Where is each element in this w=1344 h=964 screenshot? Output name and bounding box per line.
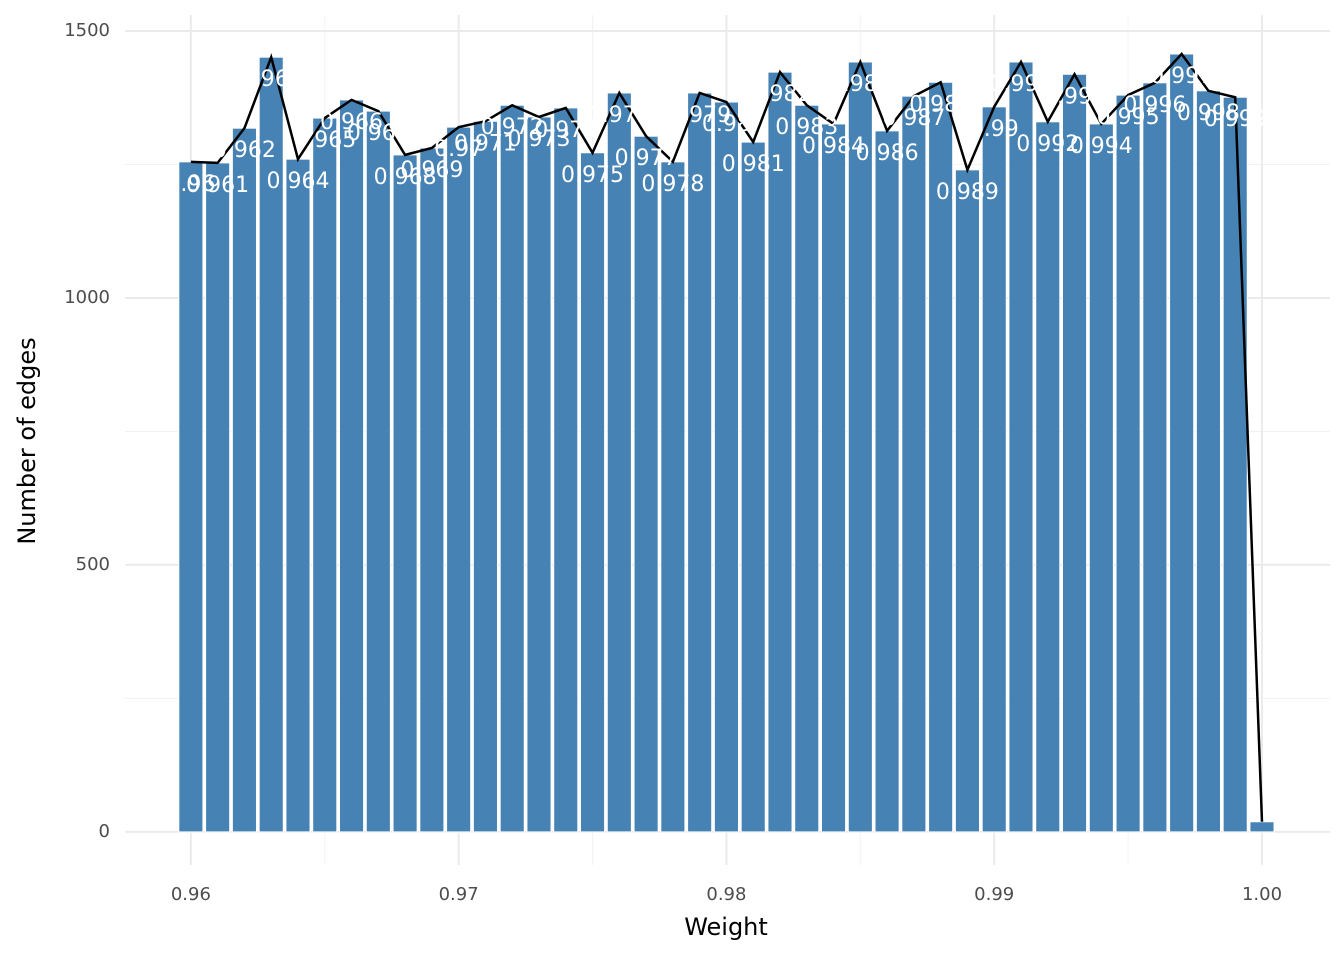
bar [794, 104, 820, 833]
bar [954, 169, 980, 833]
bar-label: 0.978 [641, 172, 704, 197]
bar-label: 0.985 [829, 72, 892, 97]
bar [231, 127, 257, 833]
bar-label: 0.966 [320, 110, 383, 135]
y-axis-title: Number of edges [13, 337, 41, 544]
bar [446, 126, 472, 833]
bar [687, 92, 713, 833]
bar-label: 0.995 [1097, 105, 1160, 130]
trend-line [190, 52, 1264, 822]
x-tick-label: 0.97 [439, 884, 479, 905]
bar [901, 95, 927, 833]
bar [606, 92, 632, 833]
bar [178, 161, 204, 833]
bar [633, 135, 659, 833]
bar-label: 0.963 [240, 67, 303, 92]
bar [1249, 821, 1275, 833]
bar-label: 0.975 [561, 163, 624, 188]
bar-label: 0.99 [970, 117, 1019, 142]
bar [1222, 96, 1248, 833]
bar [820, 123, 847, 833]
bar [258, 56, 284, 833]
bar [1142, 82, 1168, 833]
bar-label: 0.97 [434, 137, 483, 162]
bar-label: 0.98 [702, 112, 751, 137]
bar-label: 0.994 [1070, 134, 1133, 159]
bar-label: 0.974 [534, 118, 597, 143]
bar [526, 116, 552, 833]
bar [205, 162, 231, 833]
bar [1195, 90, 1221, 833]
bars [178, 53, 1275, 833]
bar [338, 99, 365, 833]
y-tick-label: 1500 [64, 20, 110, 41]
bar-label: 0.977 [615, 146, 678, 171]
bar [312, 117, 338, 833]
bar-label: 0.96 [166, 172, 215, 197]
x-tick-label: 1.00 [1242, 884, 1282, 905]
bar [767, 71, 793, 833]
x-tick-label: 0.99 [974, 884, 1014, 905]
bar-label: 0.992 [1016, 132, 1079, 157]
bar [928, 81, 954, 833]
bar [579, 152, 606, 833]
bar [713, 101, 739, 833]
bar-label: 0.971 [454, 131, 517, 156]
bar [847, 61, 873, 833]
bar-label: 0.996 [1123, 93, 1186, 118]
bar-label: 0.993 [1043, 84, 1106, 109]
bar-label: 0.999 [1204, 107, 1267, 132]
bar [981, 106, 1007, 833]
x-tick-label: 0.98 [706, 884, 746, 905]
bar [1088, 123, 1114, 833]
bar-label: 0.987 [882, 106, 945, 131]
bar [874, 130, 900, 833]
bar [392, 154, 418, 833]
bar [419, 147, 445, 833]
bar-label: 0.968 [374, 165, 437, 190]
bar [1008, 61, 1034, 833]
bar-label: 0.991 [989, 72, 1052, 97]
bar [1061, 73, 1088, 833]
bar [1115, 94, 1141, 833]
bar-label: 0.983 [775, 115, 838, 140]
bar [740, 141, 766, 833]
bar [1035, 121, 1061, 833]
x-axis-title: Weight [684, 913, 768, 941]
bar-label: 0.981 [722, 152, 785, 177]
bar-label: 0.982 [748, 82, 811, 107]
bar-label: 0.997 [1150, 64, 1213, 89]
bar-label: 0.989 [936, 180, 999, 205]
bar-label: 0.984 [802, 134, 865, 159]
bar [472, 120, 498, 833]
bar-label: 0.988 [909, 92, 972, 117]
bar-label: 0.979 [668, 103, 731, 128]
bar [553, 107, 579, 833]
x-tick-label: 0.96 [171, 884, 211, 905]
bar [660, 161, 686, 833]
bar [499, 104, 525, 833]
bar-label: 0.964 [266, 169, 329, 194]
bar [285, 158, 311, 833]
bar-label: 0.973 [507, 127, 570, 152]
bar-label: 0.998 [1177, 101, 1240, 126]
bar-label: 0.986 [856, 141, 919, 166]
y-tick-label: 500 [76, 554, 110, 575]
bar-label: 0.972 [481, 115, 544, 140]
bar-label: 0.965 [293, 128, 356, 153]
bar-label: 0.969 [400, 158, 463, 183]
bar-label: 0.967 [347, 121, 410, 146]
bar [365, 110, 391, 833]
y-tick-label: 1000 [64, 287, 110, 308]
bar-label: 0.976 [588, 103, 651, 128]
bar [1169, 53, 1195, 833]
bar-label: 0.961 [186, 173, 249, 198]
y-tick-label: 0 [99, 821, 110, 842]
bar-label: 0.962 [213, 138, 276, 163]
